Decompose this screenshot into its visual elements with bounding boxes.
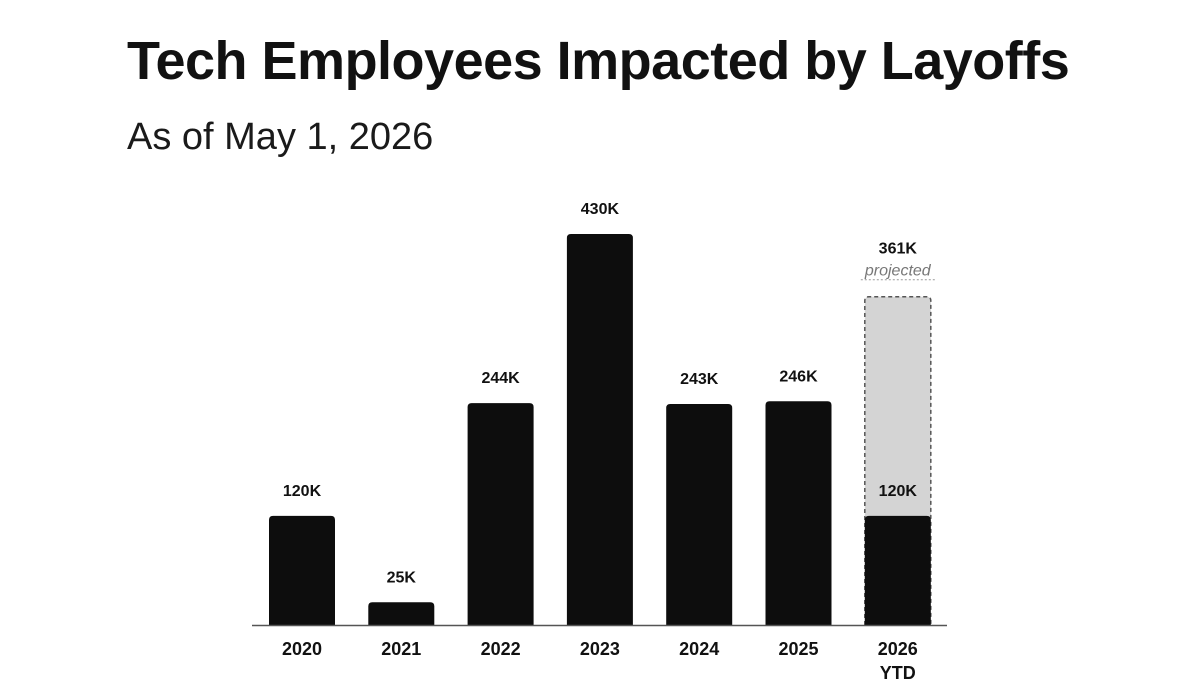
chart-title: Tech Employees Impacted by Layoffs (127, 31, 1070, 91)
value-label-2022: 244K (481, 370, 520, 387)
bar-2024 (666, 404, 733, 625)
category-label-2022: 2022 (481, 639, 521, 659)
bar-2020 (269, 515, 335, 625)
value-label-2021: 25K (387, 569, 417, 586)
category-label-2025: 2025 (778, 639, 818, 659)
projected-note: projected (864, 263, 932, 280)
bar-2026-ytd (864, 515, 931, 625)
bar-2021 (368, 602, 435, 625)
value-label-2024: 243K (680, 371, 719, 388)
bar-2023 (566, 234, 633, 625)
value-label-2025: 246K (779, 368, 818, 385)
category-label-2026-ytd: 2026 YTD (878, 639, 918, 683)
category-label-2024: 2024 (679, 639, 719, 659)
bar-2025 (765, 401, 832, 625)
value-label-2026-ytd: 120K (879, 483, 918, 500)
value-label-2023: 430K (581, 201, 620, 218)
bar-2022 (467, 403, 534, 625)
value-label-2020: 120K (283, 483, 322, 500)
category-label-2023: 2023 (580, 639, 620, 659)
category-label-2021: 2021 (381, 639, 421, 659)
chart-subtitle: As of May 1, 2026 (127, 116, 434, 158)
projected-value-label: 361K (879, 241, 918, 258)
category-label-2020: 2020 (282, 639, 322, 659)
